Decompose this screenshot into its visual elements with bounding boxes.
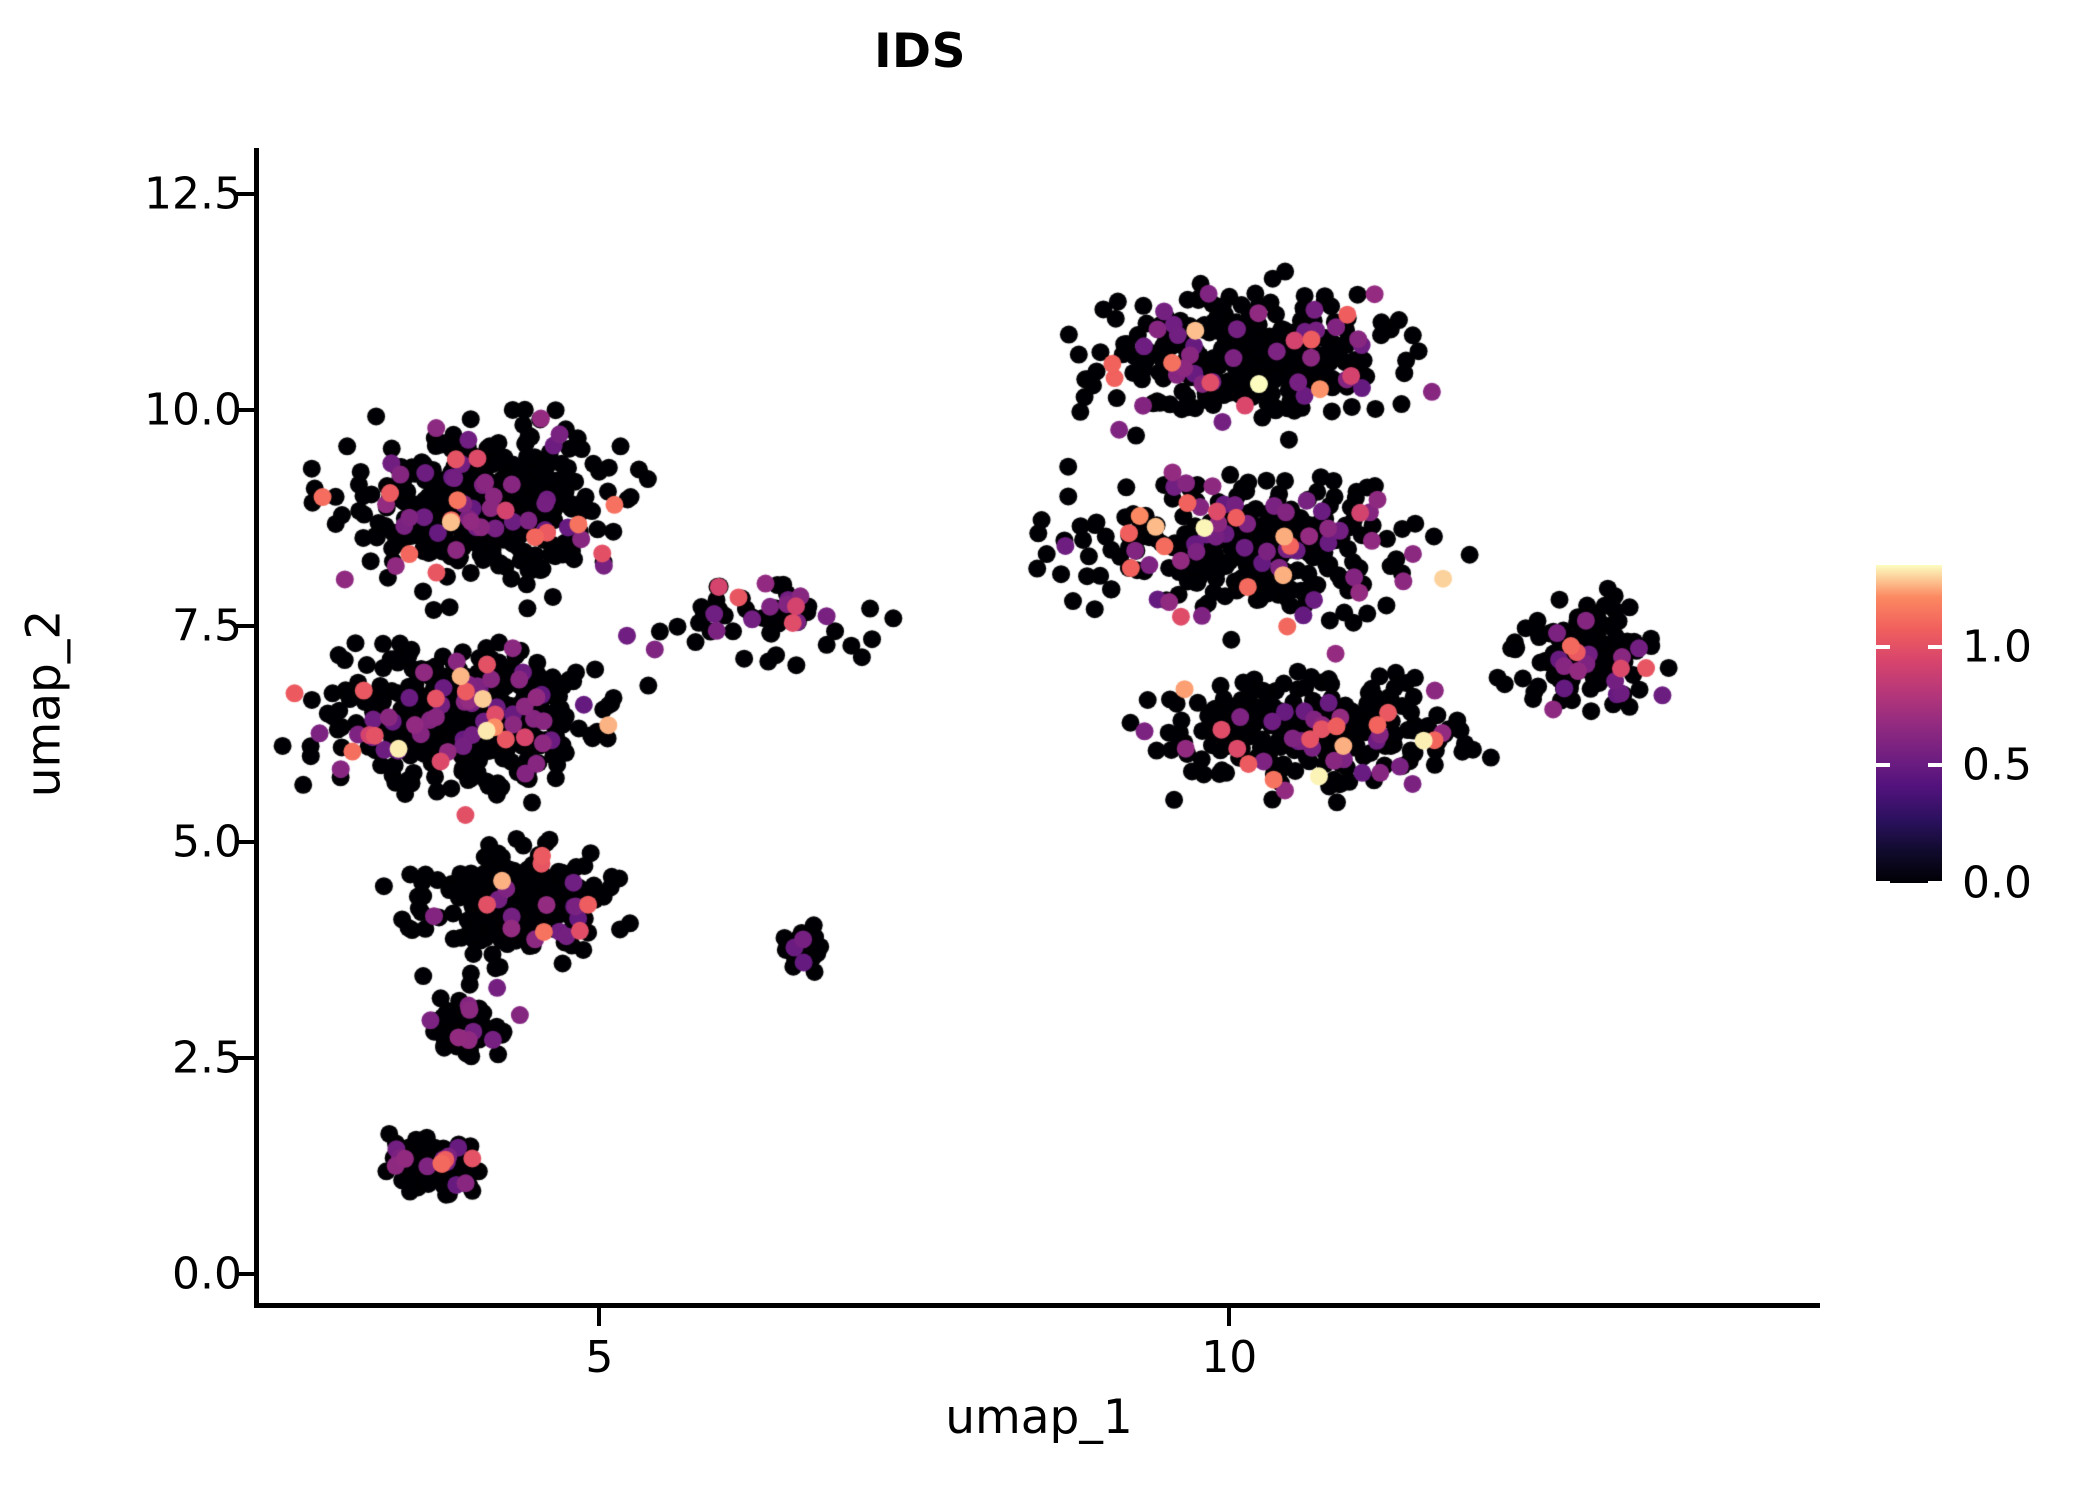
colorbar-tick-mark xyxy=(1928,763,1942,768)
y-tick-label: 7.5 xyxy=(172,600,242,652)
axis-spine-left xyxy=(254,148,259,1308)
colorbar xyxy=(1876,565,1942,883)
y-axis-label: umap_2 xyxy=(16,609,72,798)
colorbar-tick-label: 0.5 xyxy=(1962,739,2032,791)
y-tick-mark xyxy=(236,1055,255,1060)
x-axis-label: umap_1 xyxy=(945,1390,1133,1445)
colorbar-tick-mark xyxy=(1928,645,1942,650)
y-tick-mark xyxy=(236,839,255,844)
y-tick-mark xyxy=(236,407,255,412)
y-tick-mark xyxy=(236,623,255,628)
y-tick-label: 2.5 xyxy=(172,1032,242,1084)
colorbar-tick-label: 1.0 xyxy=(1962,621,2032,673)
y-tick-label: 10.0 xyxy=(144,384,242,436)
y-tick-mark xyxy=(236,191,255,196)
x-tick-label: 5 xyxy=(585,1332,614,1383)
x-tick-label: 10 xyxy=(1201,1332,1258,1383)
colorbar-tick-mark xyxy=(1876,645,1890,650)
colorbar-tick-label: 0.0 xyxy=(1962,857,2032,909)
colorbar-tick-mark xyxy=(1876,881,1890,885)
y-tick-label: 0.0 xyxy=(172,1248,242,1300)
colorbar-tick-mark xyxy=(1928,881,1942,885)
x-tick-mark xyxy=(1227,1307,1232,1326)
y-tick-label: 5.0 xyxy=(172,816,242,868)
colorbar-gradient xyxy=(1876,565,1942,883)
axis-spine-bottom xyxy=(254,1303,1820,1308)
y-tick-mark xyxy=(236,1271,255,1276)
y-tick-label: 12.5 xyxy=(144,168,242,220)
x-tick-mark xyxy=(597,1307,602,1326)
colorbar-tick-mark xyxy=(1876,763,1890,768)
